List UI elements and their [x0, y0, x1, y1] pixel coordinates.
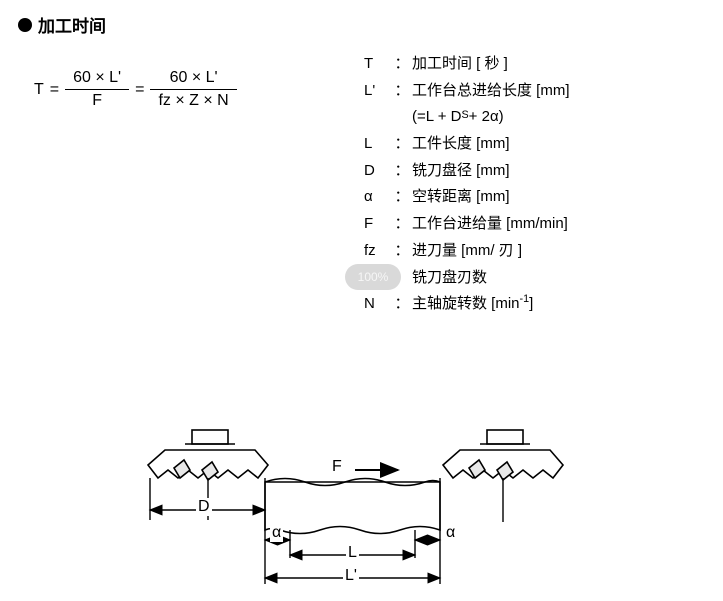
zoom-badge-text: 100% — [358, 270, 389, 284]
legend-row-D: D：铣刀盘径 [mm] — [364, 158, 705, 185]
formula-eq1: = — [50, 81, 59, 99]
formula-eq2: = — [135, 81, 144, 99]
frac1-den: F — [65, 90, 129, 110]
bullet-icon — [18, 18, 32, 32]
diagram-label-Lp: L' — [343, 567, 359, 585]
formula-lhs: T — [34, 81, 44, 99]
heading-text: 加工时间 — [38, 12, 106, 37]
fraction-2: 60 × L' fz × Z × N — [150, 69, 236, 110]
frac2-num: 60 × L' — [150, 69, 236, 90]
frac1-num: 60 × L' — [65, 69, 129, 90]
section-heading: 加工时间 — [18, 12, 705, 37]
legend-row-Lp-sub: (=L + DS + 2α) — [364, 104, 705, 131]
frac2-den: fz × Z × N — [150, 90, 236, 110]
diagram-label-alpha-left: α — [270, 524, 283, 542]
zoom-badge: 100% — [345, 264, 401, 290]
formula-block: T = 60 × L' F = 60 × L' fz × Z × N — [18, 51, 364, 110]
fraction-1: 60 × L' F — [65, 69, 129, 110]
legend-row-alpha: α：空转距离 [mm] — [364, 184, 705, 211]
diagram-label-F: F — [330, 458, 344, 476]
diagram-label-alpha-right: α — [444, 524, 457, 542]
legend-row-fz: fz：进刀量 [mm/ 刃 ] — [364, 238, 705, 265]
legend-row-Z: Z：铣刀盘刃数 — [364, 265, 705, 292]
legend-row-T: T：加工时间 [ 秒 ] — [364, 51, 705, 78]
milling-diagram: F D α α L L' — [130, 420, 590, 590]
legend-row-Lp: L'：工作台总进给长度 [mm] — [364, 78, 705, 105]
legend-block: T：加工时间 [ 秒 ] L'：工作台总进给长度 [mm] (=L + DS +… — [364, 51, 705, 318]
legend-row-N: N：主轴旋转数 [min-1] — [364, 291, 705, 318]
legend-row-F: F：工作台进给量 [mm/min] — [364, 211, 705, 238]
diagram-label-L: L — [346, 544, 359, 562]
legend-row-L: L：工件长度 [mm] — [364, 131, 705, 158]
diagram-label-D: D — [196, 498, 212, 516]
